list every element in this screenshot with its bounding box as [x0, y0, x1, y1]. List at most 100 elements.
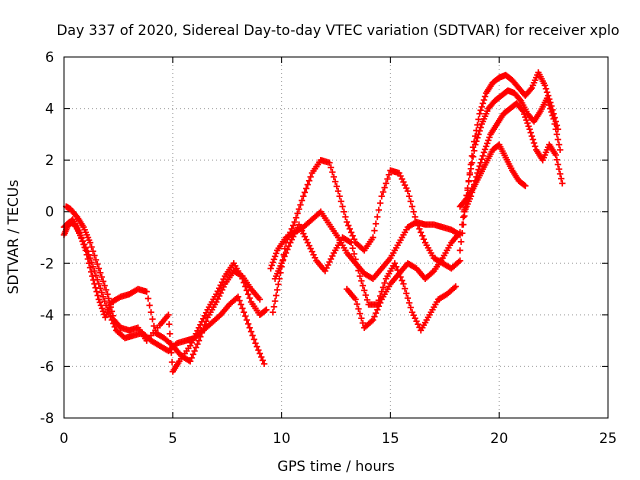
- data-point: [381, 184, 388, 191]
- data-point: [81, 244, 88, 251]
- data-point: [556, 170, 564, 178]
- data-point: [242, 312, 249, 320]
- x-tick-label: 20: [490, 431, 508, 447]
- data-point: [271, 253, 279, 260]
- data-point: [541, 82, 549, 89]
- data-point: [90, 276, 97, 284]
- data-point: [144, 295, 152, 302]
- data-point: [548, 108, 555, 116]
- data-point: [345, 222, 352, 229]
- data-point: [342, 213, 349, 221]
- data-point: [456, 257, 464, 264]
- data-point: [371, 313, 378, 320]
- data-point: [237, 301, 245, 308]
- data-point: [556, 146, 564, 154]
- data-point: [92, 284, 99, 291]
- x-axis-label: GPS time / hours: [277, 459, 394, 475]
- data-point: [290, 222, 297, 229]
- data-point: [401, 285, 409, 292]
- data-point: [80, 241, 87, 248]
- data-point: [95, 265, 103, 272]
- data-point: [85, 260, 93, 267]
- data-point: [406, 299, 413, 307]
- data-point: [305, 177, 313, 184]
- data-point: [555, 165, 563, 173]
- data-point: [343, 218, 351, 226]
- data-point: [346, 225, 353, 233]
- data-point: [411, 213, 419, 221]
- data-point: [332, 178, 339, 185]
- data-point: [379, 284, 387, 291]
- data-point: [470, 147, 478, 154]
- data-point: [89, 263, 97, 270]
- data-point: [147, 309, 155, 316]
- data-point: [258, 353, 265, 361]
- data-point: [91, 267, 98, 275]
- data-point: [91, 252, 98, 259]
- data-point: [94, 260, 101, 268]
- data-point: [93, 288, 100, 295]
- data-point: [480, 149, 488, 156]
- y-tick-label: 2: [45, 153, 54, 169]
- data-point: [374, 213, 381, 221]
- data-point: [76, 229, 83, 236]
- data-point: [469, 153, 477, 160]
- data-point: [516, 96, 524, 103]
- data-point: [188, 354, 195, 362]
- data-point: [551, 120, 558, 128]
- data-point: [78, 235, 85, 242]
- data-point: [191, 347, 198, 355]
- data-point: [401, 181, 409, 189]
- data-point: [518, 106, 526, 114]
- data-point: [543, 89, 551, 96]
- data-point: [353, 300, 361, 308]
- data-point: [353, 261, 361, 269]
- data-point: [95, 296, 103, 303]
- data-point: [413, 318, 420, 325]
- data-point: [558, 175, 565, 182]
- y-tick-label: 0: [45, 205, 54, 221]
- data-point: [98, 289, 105, 296]
- data-point: [98, 305, 106, 312]
- series-track-11: [456, 141, 529, 210]
- data-point: [187, 358, 194, 365]
- data-point: [236, 297, 243, 304]
- series-track-2: [60, 216, 264, 365]
- data-point: [99, 308, 107, 315]
- y-axis-label: SDTVAR / TECUs: [6, 180, 22, 295]
- data-point: [466, 171, 474, 178]
- data-point: [101, 297, 108, 305]
- data-point: [268, 262, 276, 269]
- data-point: [527, 129, 534, 136]
- data-point: [350, 250, 358, 258]
- data-point: [292, 214, 300, 221]
- data-point: [406, 193, 413, 200]
- data-point: [105, 295, 112, 302]
- data-point: [242, 283, 249, 290]
- data-point: [198, 329, 206, 337]
- data-point: [542, 85, 550, 93]
- data-point: [239, 275, 246, 282]
- data-point: [377, 292, 384, 300]
- y-tick-label: -8: [40, 411, 54, 427]
- data-point: [307, 173, 314, 181]
- data-point: [459, 230, 466, 237]
- data-point: [543, 95, 551, 102]
- data-point: [166, 330, 174, 337]
- data-point: [474, 121, 481, 129]
- data-point: [243, 316, 250, 324]
- data-point: [410, 208, 417, 215]
- data-point: [369, 316, 377, 324]
- x-tick-label: 10: [273, 431, 291, 447]
- data-point: [410, 312, 417, 319]
- data-point: [355, 267, 362, 274]
- data-point: [403, 290, 410, 297]
- data-point: [362, 291, 369, 299]
- data-point: [165, 311, 172, 319]
- x-tick-label: 15: [381, 431, 399, 447]
- data-point: [478, 103, 485, 111]
- x-tick-labels: 0 5 10 15 20 25: [60, 431, 617, 447]
- x-tick-label: 5: [168, 431, 177, 447]
- data-point: [272, 250, 280, 257]
